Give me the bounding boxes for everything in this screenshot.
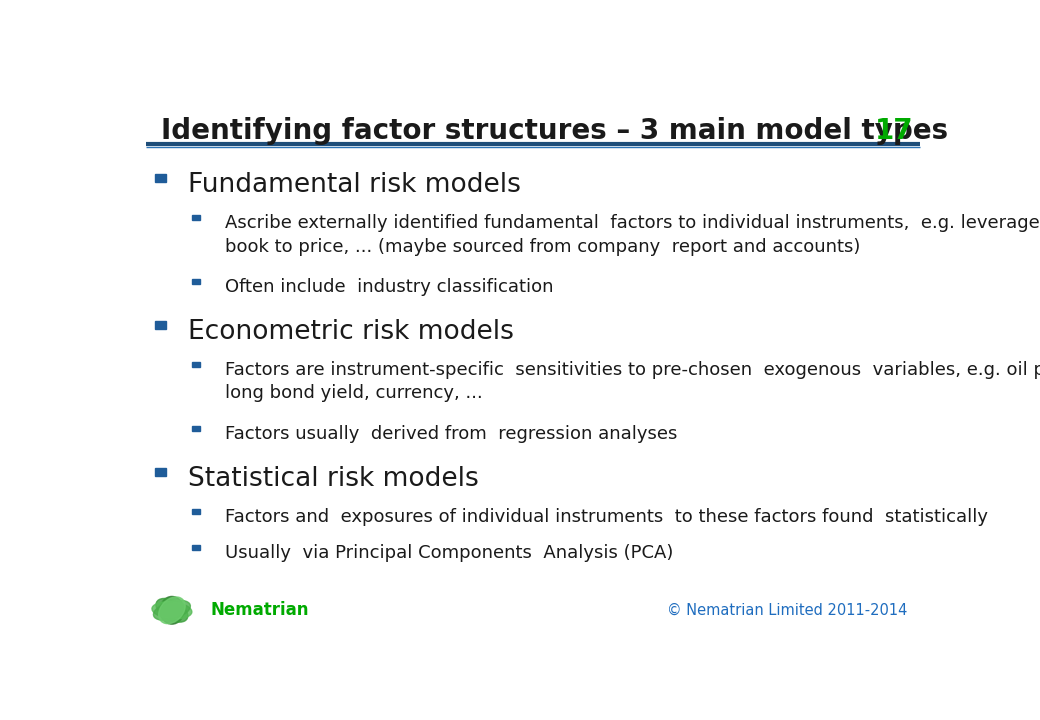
Ellipse shape (156, 598, 188, 622)
Bar (155, 321, 166, 328)
Text: Usually  via Principal Components  Analysis (PCA): Usually via Principal Components Analysi… (225, 544, 674, 562)
Text: Econometric risk models: Econometric risk models (188, 319, 514, 346)
Ellipse shape (159, 597, 185, 624)
Bar (192, 215, 200, 220)
Ellipse shape (152, 602, 191, 619)
Bar (155, 174, 166, 181)
Text: Factors usually  derived from  regression analyses: Factors usually derived from regression … (225, 425, 677, 443)
Text: Statistical risk models: Statistical risk models (188, 466, 478, 492)
Text: Factors and  exposures of individual instruments  to these factors found  statis: Factors and exposures of individual inst… (225, 508, 988, 526)
Text: Factors are instrument-specific  sensitivities to pre-chosen  exogenous  variabl: Factors are instrument-specific sensitiv… (225, 361, 1040, 402)
Bar (192, 545, 200, 550)
Text: Identifying factor structures – 3 main model types: Identifying factor structures – 3 main m… (160, 117, 947, 145)
Text: © Nematrian Limited 2011-2014: © Nematrian Limited 2011-2014 (668, 603, 908, 618)
Bar (192, 362, 200, 367)
Ellipse shape (154, 600, 190, 621)
Bar (155, 468, 166, 476)
Text: Often include  industry classification: Often include industry classification (225, 278, 553, 296)
Bar (192, 509, 200, 514)
Bar (192, 279, 200, 284)
Text: Nematrian: Nematrian (211, 601, 309, 619)
Ellipse shape (160, 596, 184, 624)
Bar (192, 426, 200, 431)
Text: Fundamental risk models: Fundamental risk models (188, 172, 521, 198)
Text: 17: 17 (875, 117, 913, 145)
Text: Ascribe externally identified fundamental  factors to individual instruments,  e: Ascribe externally identified fundamenta… (225, 214, 1040, 256)
